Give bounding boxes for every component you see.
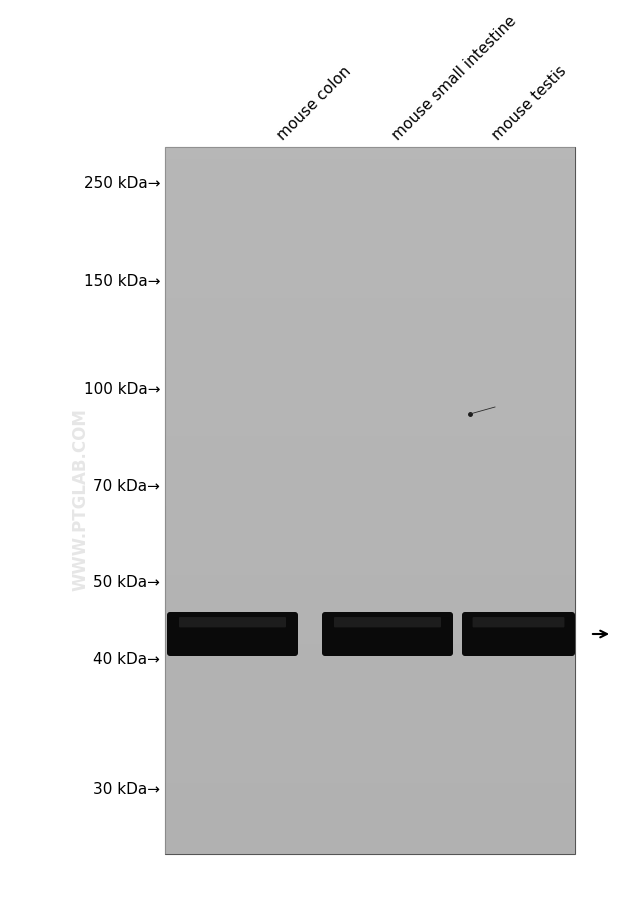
FancyBboxPatch shape xyxy=(179,617,286,628)
Text: mouse testis: mouse testis xyxy=(489,63,569,143)
Text: 40 kDa→: 40 kDa→ xyxy=(93,652,160,667)
FancyBboxPatch shape xyxy=(322,612,453,657)
FancyBboxPatch shape xyxy=(334,617,441,628)
Text: 100 kDa→: 100 kDa→ xyxy=(84,382,160,397)
Bar xyxy=(165,148,575,854)
Text: mouse small intestine: mouse small intestine xyxy=(389,14,519,143)
FancyBboxPatch shape xyxy=(462,612,575,657)
Text: 150 kDa→: 150 kDa→ xyxy=(84,274,160,290)
Text: 250 kDa→: 250 kDa→ xyxy=(84,175,160,190)
Text: 30 kDa→: 30 kDa→ xyxy=(93,782,160,796)
Text: WWW.PTGLAB.COM: WWW.PTGLAB.COM xyxy=(71,408,89,591)
Text: mouse colon: mouse colon xyxy=(275,63,354,143)
FancyBboxPatch shape xyxy=(167,612,298,657)
FancyBboxPatch shape xyxy=(472,617,564,628)
Text: 50 kDa→: 50 kDa→ xyxy=(93,575,160,590)
Text: 70 kDa→: 70 kDa→ xyxy=(93,479,160,494)
